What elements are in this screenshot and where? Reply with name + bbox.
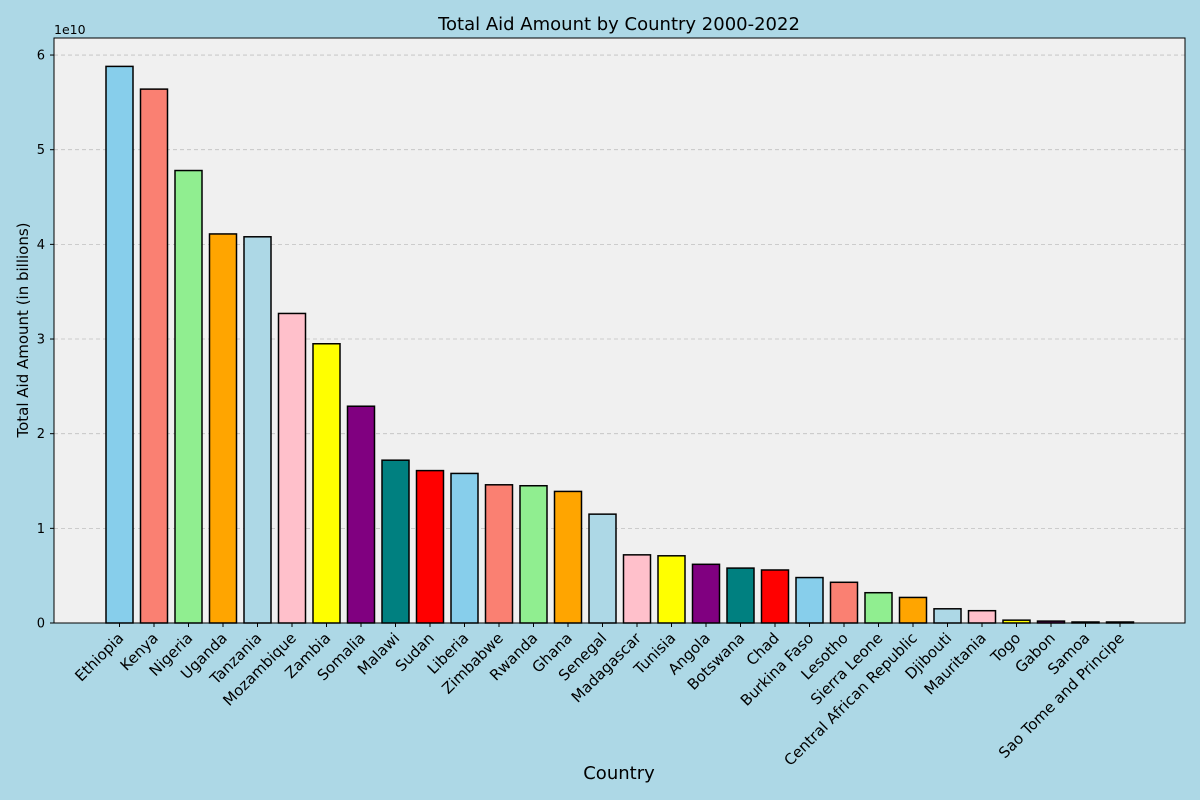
bar-sierra-leone	[864, 591, 893, 624]
bar-botswana	[726, 567, 755, 624]
plot-frame	[53, 37, 1186, 624]
bar-chad	[760, 569, 790, 624]
bar-nigeria	[174, 169, 203, 624]
x-axis-label: Country	[583, 763, 655, 784]
chart-title: Total Aid Amount by Country 2000-2022	[437, 14, 800, 35]
bar-sudan	[415, 469, 445, 624]
bar-kenya	[139, 88, 169, 624]
y-tick-label: 1	[37, 522, 45, 537]
bar-ethiopia	[105, 65, 134, 624]
plot-area	[54, 38, 1185, 623]
bar-somalia	[346, 405, 376, 624]
bar-tunisia	[657, 555, 686, 624]
bar-zimbabwe	[484, 484, 514, 624]
bar-tanzania	[243, 236, 272, 624]
bar-lesotho	[829, 581, 859, 624]
bar-malawi	[381, 459, 410, 624]
bar-uganda	[208, 233, 238, 624]
bar-djibouti	[933, 608, 962, 624]
bar-angola	[691, 563, 721, 624]
bar-rwanda	[519, 484, 548, 624]
bars	[105, 65, 1135, 624]
bar-burkina-faso	[795, 576, 824, 624]
y-offset-label: 1e10	[54, 22, 86, 37]
y-tick-label: 5	[37, 143, 45, 158]
bar-liberia	[450, 472, 479, 624]
y-tick-label: 0	[37, 617, 45, 632]
bar-mozambique	[277, 312, 307, 624]
y-tick-label: 2	[37, 427, 45, 442]
y-axis-ticks: 0 1 2 3 4 5 6	[37, 49, 54, 632]
bar-central-african-republic	[898, 596, 928, 624]
y-tick-label: 3	[37, 333, 45, 348]
bar-mauritania	[967, 609, 997, 624]
bar-ghana	[553, 490, 583, 624]
y-tick-label: 4	[37, 238, 45, 253]
bar-zambia	[312, 343, 341, 624]
bar-madagascar	[622, 554, 652, 624]
y-tick-label: 6	[37, 49, 45, 64]
bar-senegal	[588, 513, 617, 624]
y-axis-label: Total Aid Amount (in billions)	[14, 222, 32, 438]
